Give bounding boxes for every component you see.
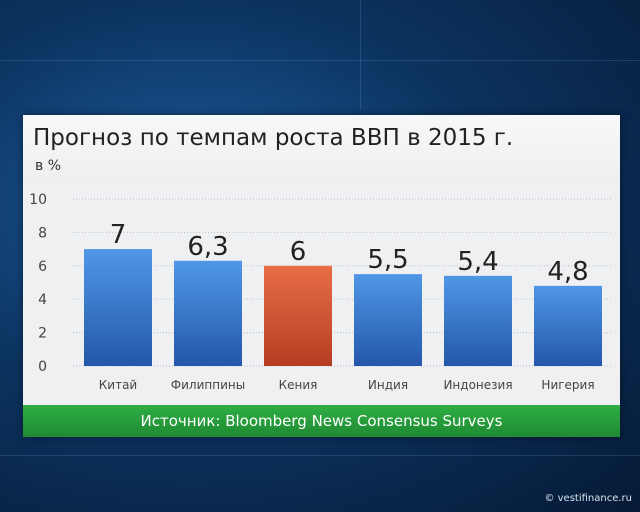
x-tick-label: Индонезия <box>443 378 512 392</box>
source-bar: Источник: Bloomberg News Consensus Surve… <box>23 405 620 437</box>
panel-header-background <box>23 115 620 185</box>
background-line <box>360 0 361 110</box>
chart-panel: Прогноз по темпам роста ВВП в 2015 г. в … <box>23 115 620 437</box>
unit-label: в % <box>35 158 62 174</box>
y-tick-label: 6 <box>38 259 47 275</box>
bar <box>174 260 242 366</box>
bar <box>264 265 332 366</box>
y-tick-label: 0 <box>38 359 47 375</box>
bar-value-label: 4,8 <box>547 257 588 287</box>
y-tick-label: 4 <box>38 292 47 308</box>
bar-chart: 0 2 4 6 8 10 7 Китай 6,3 Филиппины 6 Кения 5,5 Индия 5… <box>29 192 613 392</box>
background-line <box>0 60 640 61</box>
bar-value-label: 5,4 <box>457 247 498 277</box>
bar-value-label: 6 <box>290 237 307 267</box>
bar <box>444 275 512 366</box>
bar <box>84 249 152 366</box>
bar-value-label: 7 <box>110 220 127 250</box>
x-tick-label: Нигерия <box>541 378 594 392</box>
background-line <box>0 455 640 456</box>
x-tick-label: Кения <box>279 378 318 392</box>
x-tick-label: Филиппины <box>171 378 245 392</box>
bar <box>354 274 422 366</box>
y-tick-label: 2 <box>38 326 47 342</box>
x-tick-label: Китай <box>99 378 137 392</box>
y-tick-label: 8 <box>38 225 47 241</box>
y-tick-label: 10 <box>29 192 47 208</box>
x-tick-label: Индия <box>368 378 408 392</box>
chart-title: Прогноз по темпам роста ВВП в 2015 г. <box>33 125 514 151</box>
watermark: © vestifinance.ru <box>544 493 632 504</box>
bar-value-label: 6,3 <box>187 232 228 262</box>
bar <box>534 285 602 366</box>
bar-value-label: 5,5 <box>367 245 408 275</box>
